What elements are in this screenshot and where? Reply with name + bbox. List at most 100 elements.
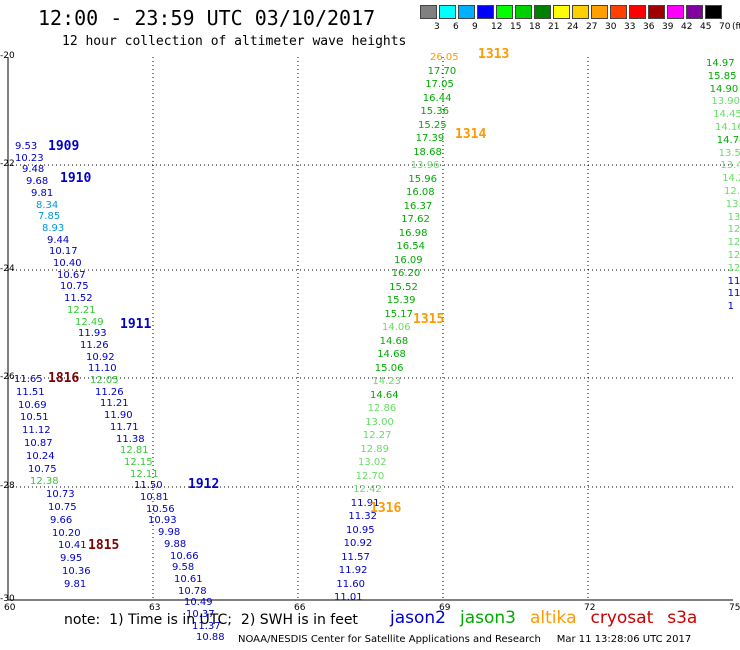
jason2-value: 10.49 [184,597,213,609]
jason2-value: 10.93 [148,515,177,527]
jason3-east-value: 11. [727,288,740,300]
chart-subtitle: 12 hour collection of altimeter wave hei… [62,34,407,49]
jason3-east-value: 14.90 [709,83,739,95]
colorbar-tick-label: 6 [453,22,459,32]
colorbar-swatch [610,5,627,19]
cryosat-value: 10.41 [58,540,87,552]
jason3-east-value: 12. [727,262,740,274]
jason3-east-value: 14.45 [713,109,740,121]
lat-tick-label: -28 [0,481,15,491]
colorbar-swatch [439,5,456,19]
jason3-value: 15.25 [418,119,447,131]
jason3-east-value: 14.16 [715,122,740,133]
colorbar-tick-label: 30 [605,22,617,32]
colorbar-swatch [686,5,703,19]
altika-pass-label: 1313 [478,47,510,62]
jason3-value: 16.54 [396,241,426,252]
jason2-value: 9.88 [164,538,187,550]
jason2-value: 11.37 [192,620,221,632]
jason2-value: 12.49 [75,316,104,328]
jason3-east-value: 11. [727,275,740,287]
jason3-value: 10.95 [346,524,375,536]
jason2-value: 11.52 [64,293,93,305]
colorbar-swatch [515,5,532,19]
jason2-value: 12.21 [67,304,96,316]
jason3-east-value: 12. [727,224,740,236]
cryosat-value: 10.87 [24,438,53,449]
cryosat-pass-label: 1815 [88,538,120,553]
legend-cryosat: cryosat [590,608,654,628]
colorbar-tick-label: 15 [510,22,522,32]
jason3-east-value: 14.2 [722,173,740,185]
jason2-value: 11.90 [104,410,133,422]
altika-pass-label: 1315 [413,312,445,327]
jason2-value: 9.44 [47,234,70,246]
jason3-value: 15.36 [420,106,450,117]
jason3-value: 15.06 [374,362,404,374]
jason3-east-value: 14.74 [716,134,740,146]
jason3-east-value: 13.2 [725,198,740,210]
jason2-value: 11.26 [95,386,124,398]
jason3-value: 12.27 [362,430,392,441]
jason2-value: 8.34 [36,199,59,211]
jason2-value: 10.67 [57,269,86,281]
lon-tick-label: 69 [439,603,451,613]
cryosat-value: 10.24 [26,450,55,462]
colorbar-unit: (ft) [732,22,740,32]
jason3-east-value: 12. [727,250,740,261]
jason2-value: 9.58 [172,562,195,574]
jason2-pass-label: 1910 [60,171,92,186]
jason3-value: 16.37 [403,200,433,212]
jason3-value: 13.96 [410,160,440,171]
jason2-pass-label: 1909 [48,139,80,154]
colorbar-tick-label: 42 [681,22,693,32]
lat-tick-label: -26 [0,372,15,382]
cryosat-value: 10.20 [52,527,81,539]
jason3-east-value: 15.85 [707,70,737,82]
colorbar-swatch [572,5,589,19]
jason3-east-value: 13.4 [720,160,740,172]
jason3-east-value: 12. [727,237,740,249]
colorbar-tick-label: 9 [472,22,478,32]
jason3-east-value: 13.90 [711,96,740,108]
jason3-value: 14.23 [372,376,402,387]
jason2-value: 10.56 [146,503,175,515]
colorbar-swatch [705,5,722,19]
cryosat-value: 12.38 [30,476,59,488]
colorbar-tick-label: 45 [700,22,712,32]
jason3-value: 26.05 [430,52,459,63]
cryosat-value: 9.66 [50,514,73,526]
lon-tick-label: 63 [149,603,161,613]
jason2-value: 10.40 [53,258,82,269]
colorbar-tick-label: 36 [643,22,655,32]
cryosat-value: 10.75 [28,463,57,475]
jason3-value: 11.92 [338,565,368,576]
colorbar-tick-label: 21 [548,22,560,32]
cryosat-value: 10.69 [18,399,47,411]
jason2-value: 10.92 [86,351,115,363]
jason3-value: 17.62 [401,214,430,225]
jason3-east-value: 13.3 [727,211,740,223]
jason2-value: 10.66 [170,550,199,562]
jason3-value: 14.68 [379,335,409,347]
colorbar-swatch [553,5,570,19]
cryosat-value: 10.73 [46,489,75,501]
jason2-value: 10.81 [140,492,169,503]
jason2-value: 10.61 [174,573,203,585]
jason2-value: 12.11 [130,468,159,480]
jason2-value: 11.71 [110,421,139,433]
jason3-value: 14.68 [377,349,406,360]
jason2-value: 9.68 [26,176,49,188]
colorbar-swatch [667,5,684,19]
jason2-value: 10.75 [60,281,89,293]
jason3-value: 11.32 [348,511,378,522]
jason3-value: 16.09 [394,254,423,266]
jason3-value: 12.86 [367,403,397,414]
jason3-value: 11.57 [341,551,370,563]
jason2-value: 9.53 [15,141,38,152]
colorbar-swatch [458,5,475,19]
jason3-value: 17.39 [415,133,445,144]
jason3-value: 11.01 [334,592,363,603]
jason3-value: 14.64 [370,389,399,401]
jason2-value: 10.78 [178,585,207,597]
